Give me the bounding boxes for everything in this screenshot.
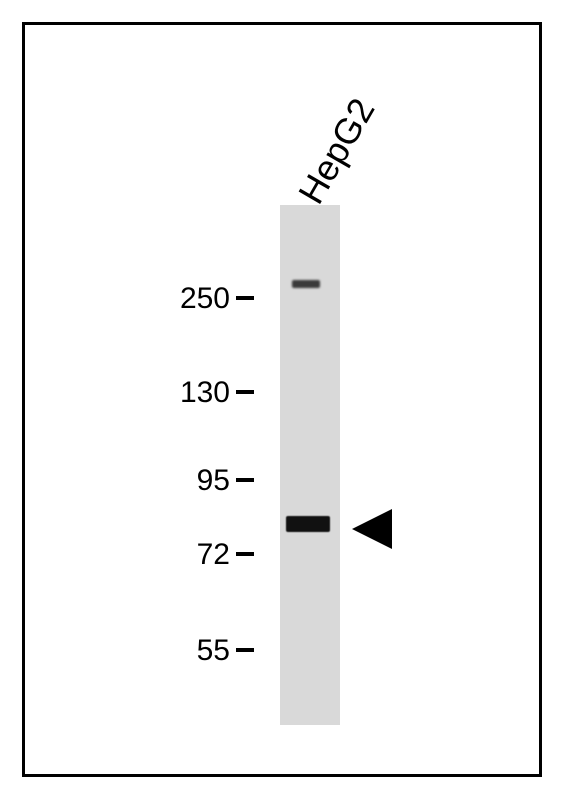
marker-tick-95 [236,478,254,482]
marker-label-95: 95 [197,464,230,498]
marker-tick-72 [236,552,254,556]
marker-label-55: 55 [197,634,230,668]
marker-tick-250 [236,296,254,300]
target-band-arrow [352,504,402,559]
marker-tick-55 [236,648,254,652]
marker-label-130: 130 [180,376,230,410]
band-0 [292,280,320,288]
band-1 [286,516,330,532]
marker-label-250: 250 [180,282,230,316]
arrow-polygon [352,509,392,549]
marker-label-72: 72 [197,538,230,572]
marker-tick-130 [236,390,254,394]
